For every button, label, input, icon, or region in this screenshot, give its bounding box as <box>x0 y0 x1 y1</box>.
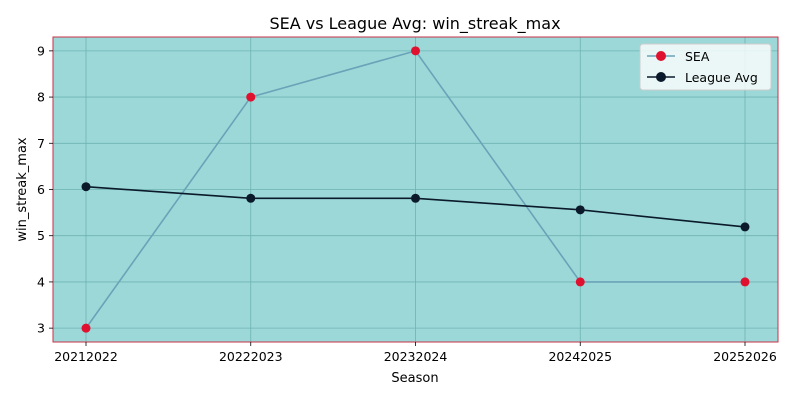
y-tick-label: 4 <box>37 274 45 289</box>
data-point-league-avg <box>411 193 420 203</box>
x-axis-ticks: 20212022 20222023 20232024 20242025 20252026 <box>54 342 777 364</box>
x-tick-label: 20242025 <box>548 349 612 364</box>
y-tick-label: 7 <box>37 136 45 151</box>
data-point-sea <box>246 92 256 102</box>
x-axis-label: Season <box>391 371 438 386</box>
chart-title: SEA vs League Avg: win_streak_max <box>269 14 560 34</box>
legend: SEA League Avg <box>639 43 772 91</box>
legend-label-league-avg: League Avg <box>685 70 758 85</box>
y-tick-label: 3 <box>37 321 45 336</box>
data-point-sea <box>81 323 91 333</box>
y-tick-label: 8 <box>37 90 45 105</box>
legend-label-sea: SEA <box>685 49 710 64</box>
y-tick-label: 6 <box>37 182 45 197</box>
x-tick-label: 20232024 <box>384 349 448 364</box>
data-point-league-avg <box>81 182 91 192</box>
data-point-league-avg <box>575 205 585 215</box>
x-tick-label: 20252026 <box>713 349 777 364</box>
data-point-sea <box>740 277 750 287</box>
data-point-sea <box>411 46 420 56</box>
y-tick-label: 5 <box>37 228 45 243</box>
y-tick-label: 9 <box>37 43 45 58</box>
x-tick-label: 20222023 <box>219 349 283 364</box>
series-layer <box>81 46 750 333</box>
data-point-sea <box>575 277 585 287</box>
y-axis-ticks: 3 4 5 6 7 8 9 <box>37 43 53 336</box>
data-point-league-avg <box>246 193 256 203</box>
legend-marker-league-avg <box>656 72 666 82</box>
y-axis-label: win_streak_max <box>15 137 30 242</box>
legend-marker-sea <box>656 51 666 61</box>
data-point-league-avg <box>740 222 750 232</box>
x-tick-label: 20212022 <box>54 349 118 364</box>
